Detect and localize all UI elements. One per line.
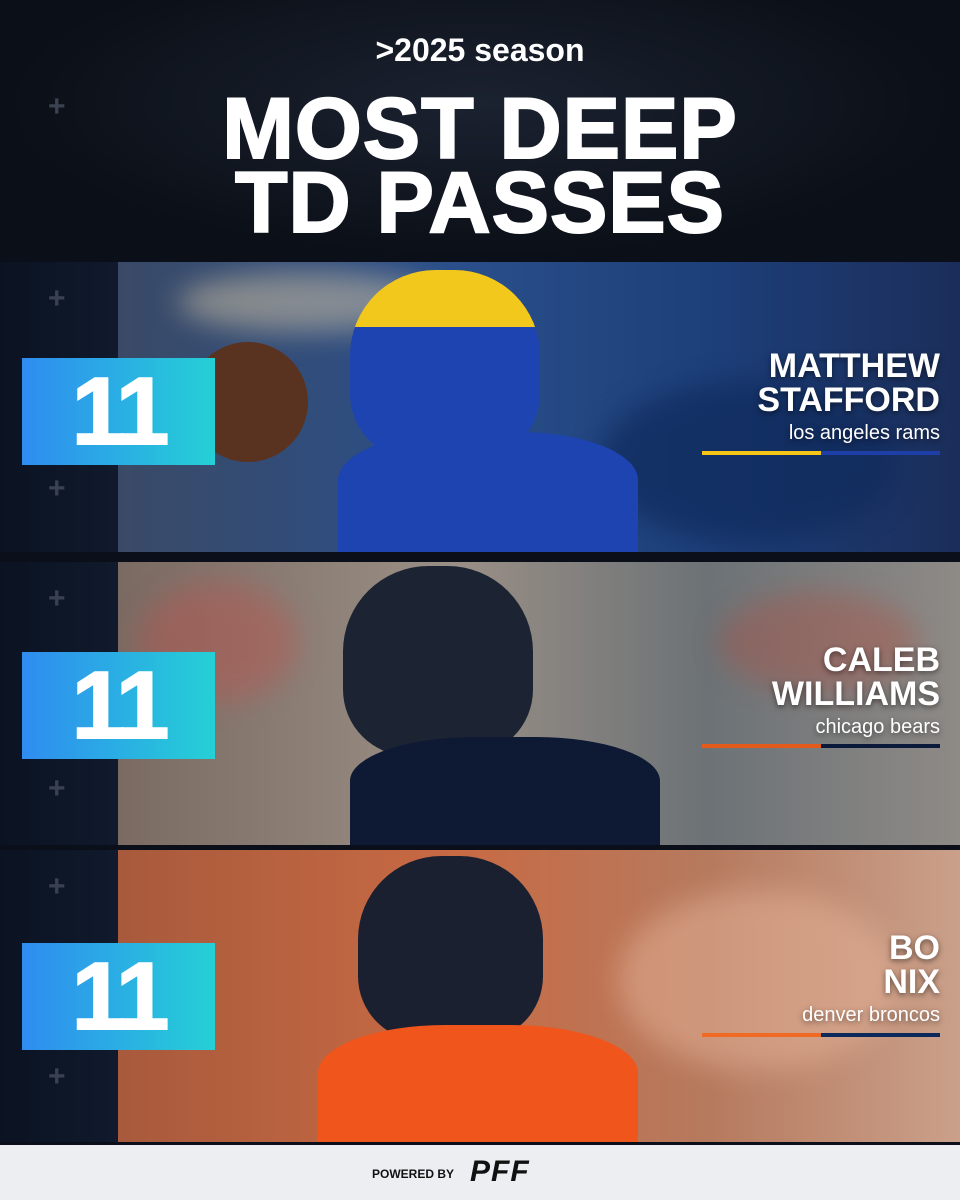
photo-shape xyxy=(358,856,543,1041)
team-bar xyxy=(702,1033,940,1037)
decor-plus: + xyxy=(48,772,66,805)
decor-plus: + xyxy=(48,472,66,505)
first-name: CALEB xyxy=(822,641,940,679)
photo-shape xyxy=(350,737,660,845)
photo-shape xyxy=(338,432,638,552)
last-name: STAFFORD xyxy=(757,381,940,419)
stat-value: 11 xyxy=(22,942,215,1051)
team-bar xyxy=(702,744,940,748)
photo-shape xyxy=(598,382,898,542)
powered-by: POWERED BY xyxy=(372,1167,455,1181)
footer: POWERED BY PFF xyxy=(0,1145,960,1200)
stat-value: 11 xyxy=(22,651,215,760)
team: chicago bears xyxy=(815,716,940,738)
photo-shape xyxy=(718,592,918,692)
photo xyxy=(118,562,960,845)
last-name: WILLIAMS xyxy=(771,675,940,713)
player-panel: + + 11 CALEB WILLIAMS chicago bears xyxy=(0,562,960,845)
photo-shape xyxy=(343,566,533,756)
first-name: MATTHEW xyxy=(768,347,940,385)
photo-shape xyxy=(318,1025,638,1142)
decor-plus: + xyxy=(48,90,66,123)
header: + >2025 season MOST DEEP TD PASSES xyxy=(0,0,960,258)
team-bar xyxy=(702,451,940,455)
last-name: NIX xyxy=(883,963,940,1001)
stat-value: 11 xyxy=(22,357,215,466)
team: los angeles rams xyxy=(788,422,940,444)
player-panel: + + 11 MATTHEW STAFFORD los angeles rams xyxy=(0,262,960,552)
decor-plus: + xyxy=(48,1060,66,1093)
title: MOST DEEP xyxy=(221,81,738,177)
player-panel: + + 11 BO NIX denver broncos xyxy=(0,850,960,1142)
first-name: BO xyxy=(889,929,940,967)
photo xyxy=(118,262,960,552)
decor-plus: + xyxy=(48,870,66,903)
subtitle: >2025 season xyxy=(375,32,585,68)
decor-plus: + xyxy=(48,582,66,615)
brand-logo: PFF xyxy=(470,1155,530,1188)
photo xyxy=(118,850,960,1142)
title: TD PASSES xyxy=(234,155,726,251)
photo-shape xyxy=(618,890,898,1070)
team: denver broncos xyxy=(802,1004,940,1026)
photo-shape xyxy=(350,270,540,460)
decor-plus: + xyxy=(48,282,66,315)
